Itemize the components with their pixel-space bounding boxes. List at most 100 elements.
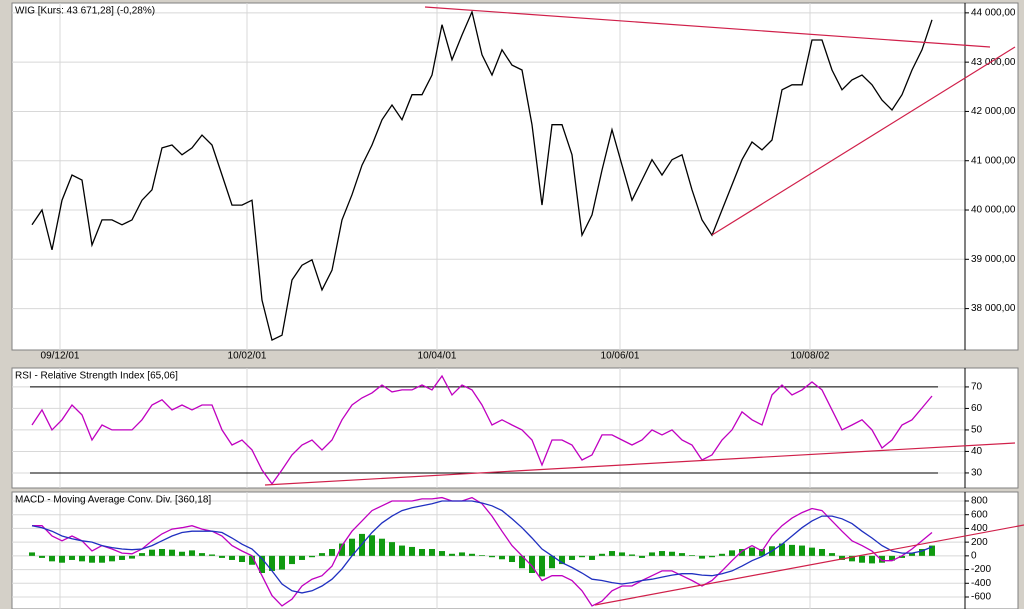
histogram-bar: [649, 552, 655, 556]
histogram-bar: [509, 555, 515, 563]
histogram-bar: [469, 553, 475, 556]
histogram-bar: [389, 542, 395, 556]
histogram-bar: [269, 555, 275, 571]
y-tick-label: 40 000,00: [971, 205, 1016, 216]
histogram-bar: [669, 551, 675, 556]
histogram-bar: [599, 553, 605, 556]
trend-line: [594, 524, 1024, 606]
line-series: [31, 500, 933, 594]
histogram-bar: [839, 555, 845, 560]
histogram-bar: [499, 555, 505, 560]
y-tick-label: -200: [971, 564, 991, 575]
histogram-bar: [529, 555, 535, 573]
y-tick-label: 0: [971, 550, 977, 561]
histogram-bar: [369, 535, 375, 556]
histogram-bar: [719, 553, 725, 556]
histogram-bar: [399, 545, 405, 556]
histogram-bar: [809, 547, 815, 556]
histogram-bar: [409, 546, 415, 556]
panel-background: [11, 367, 1019, 489]
histogram-bar: [209, 554, 215, 556]
histogram-bar: [199, 553, 205, 556]
panel-title: MACD - Moving Average Conv. Div. [360,18…: [15, 495, 211, 506]
histogram-bar: [79, 555, 85, 562]
line-series: [31, 9, 933, 342]
histogram-bar: [349, 538, 355, 556]
x-tick-label: 10/08/02: [791, 351, 830, 362]
histogram-bar: [289, 555, 295, 565]
histogram-bar: [279, 555, 285, 570]
histogram-bar: [779, 543, 785, 556]
histogram-bar: [149, 549, 155, 556]
histogram-bar: [479, 555, 485, 556]
histogram-bar: [69, 555, 75, 560]
histogram-bar: [799, 545, 805, 556]
histogram-bar: [89, 555, 95, 563]
histogram-bar: [589, 555, 595, 560]
trend-lines: [264, 6, 1024, 606]
histogram-bar: [789, 544, 795, 556]
histogram-bar: [299, 555, 305, 560]
histogram-bar: [729, 550, 735, 556]
histogram-bar: [319, 553, 325, 556]
histogram-bar: [889, 555, 895, 561]
histogram-bar: [449, 553, 455, 556]
histogram-bar: [29, 552, 35, 556]
histogram-bar: [49, 555, 55, 562]
y-tick-label: 70: [971, 382, 983, 393]
histogram-bar: [929, 545, 935, 556]
panel-title: RSI - Relative Strength Index [65,06]: [15, 371, 178, 382]
histogram-bar: [539, 555, 545, 577]
histogram-bar: [239, 555, 245, 563]
histogram-bar: [339, 543, 345, 556]
y-tick-label: 38 000,00: [971, 303, 1016, 314]
y-tick-label: 30: [971, 468, 983, 479]
histogram-bar: [699, 555, 705, 559]
histogram-bar: [909, 553, 915, 556]
histogram-bar: [559, 555, 565, 565]
histogram-bar: [749, 547, 755, 556]
panel-background: [11, 491, 1019, 609]
histogram-bar: [609, 551, 615, 556]
y-tick-label: 600: [971, 509, 988, 520]
histogram-bar: [179, 551, 185, 556]
histogram-bar: [99, 555, 105, 563]
histogram-bar: [169, 549, 175, 556]
y-tick-label: 39 000,00: [971, 254, 1016, 265]
y-tick-label: 40: [971, 446, 983, 457]
histogram-bar: [329, 548, 335, 556]
histogram-bar: [419, 548, 425, 556]
x-tick-label: 10/02/01: [228, 351, 267, 362]
panel-title: WIG [Kurs: 43 671,28] (-0,28%): [15, 6, 155, 17]
histogram-bar: [829, 553, 835, 556]
histogram-bar: [249, 555, 255, 565]
panels: 38 000,00 39 000,00 40 000,00 41 000,00 42 0…: [11, 2, 1019, 609]
histogram-bar: [129, 555, 135, 559]
y-tick-label: 60: [971, 403, 983, 414]
histogram-bar: [919, 548, 925, 556]
trend-line: [424, 6, 991, 48]
y-tick-label: 44 000,00: [971, 7, 1016, 18]
y-tick-label: -600: [971, 592, 991, 603]
histogram-bar: [739, 548, 745, 556]
histogram-bar: [859, 555, 865, 563]
panel-background: [11, 2, 1019, 351]
histogram-bar: [219, 555, 225, 558]
histogram-bar: [549, 555, 555, 569]
x-tick-label: 09/12/01: [41, 351, 80, 362]
histogram-bar: [579, 555, 585, 558]
histogram-bar: [709, 555, 715, 558]
histogram-bar: [119, 555, 125, 560]
histogram-bar: [869, 555, 875, 564]
histogram-bar: [139, 553, 145, 556]
histogram-bar: [879, 555, 885, 563]
trend-line: [711, 46, 1016, 236]
histogram-bar: [569, 555, 575, 560]
histogram-bar: [759, 548, 765, 556]
histogram-bar: [689, 555, 695, 556]
y-tick-label: 200: [971, 537, 988, 548]
histogram-bar: [309, 555, 315, 558]
histogram-bar: [159, 548, 165, 556]
